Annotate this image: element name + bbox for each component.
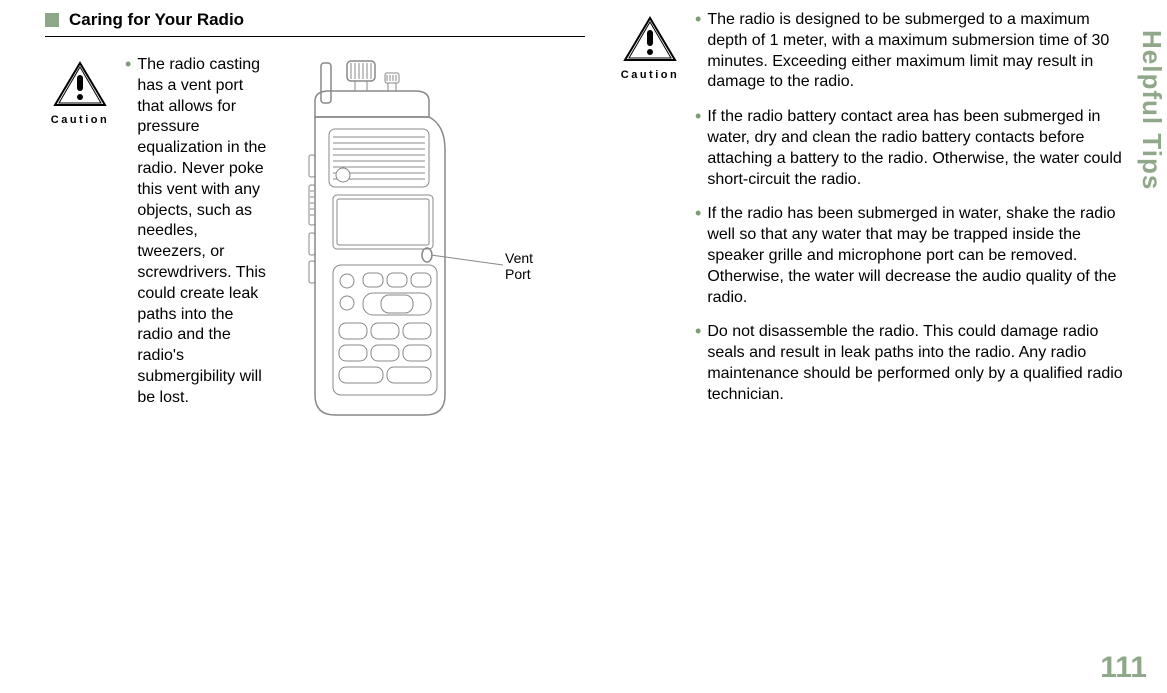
caution-block-left: Caution <box>45 55 115 435</box>
bullet-text: Do not disassemble the radio. This could… <box>707 322 1124 405</box>
bullet-item: • Do not disassemble the radio. This cou… <box>695 322 1124 405</box>
bullet-item: • If the radio has been submerged in wat… <box>695 204 1124 308</box>
section-title: Caring for Your Radio <box>69 10 244 30</box>
caution-triangle-icon <box>623 16 677 62</box>
bullet-text: The radio is designed to be submerged to… <box>707 10 1124 93</box>
radio-figure: Vent Port <box>275 55 585 435</box>
caution-label: Caution <box>615 69 685 81</box>
section-bar-icon <box>45 13 59 27</box>
page-number: 111 <box>1100 651 1147 685</box>
bullet-dot-icon: • <box>695 107 701 190</box>
vent-label-line2: Port <box>505 266 531 282</box>
bullet-item: • If the radio battery contact area has … <box>695 107 1124 190</box>
caution-label: Caution <box>45 114 115 126</box>
section-header: Caring for Your Radio <box>45 10 585 30</box>
bullet-dot-icon: • <box>125 55 131 409</box>
section-rule <box>45 36 585 37</box>
bullet-dot-icon: • <box>695 322 701 405</box>
bullet-text: The radio casting has a vent port that a… <box>137 55 267 409</box>
side-tab: Helpful Tips <box>1136 30 1167 190</box>
bullet-dot-icon: • <box>695 204 701 308</box>
bullet-text: If the radio battery contact area has be… <box>707 107 1124 190</box>
bullet-dot-icon: • <box>695 10 701 93</box>
vent-port-label: Vent Port <box>505 250 533 282</box>
bullet-text: If the radio has been submerged in water… <box>707 204 1124 308</box>
vent-label-line1: Vent <box>505 250 533 266</box>
caution-block-right: Caution <box>615 10 685 420</box>
bullet-item: • The radio casting has a vent port that… <box>125 55 267 409</box>
bullet-item: • The radio is designed to be submerged … <box>695 10 1124 93</box>
radio-illustration-icon <box>275 55 505 435</box>
left-margin-label: English <box>6 347 32 426</box>
caution-triangle-icon <box>53 61 107 107</box>
